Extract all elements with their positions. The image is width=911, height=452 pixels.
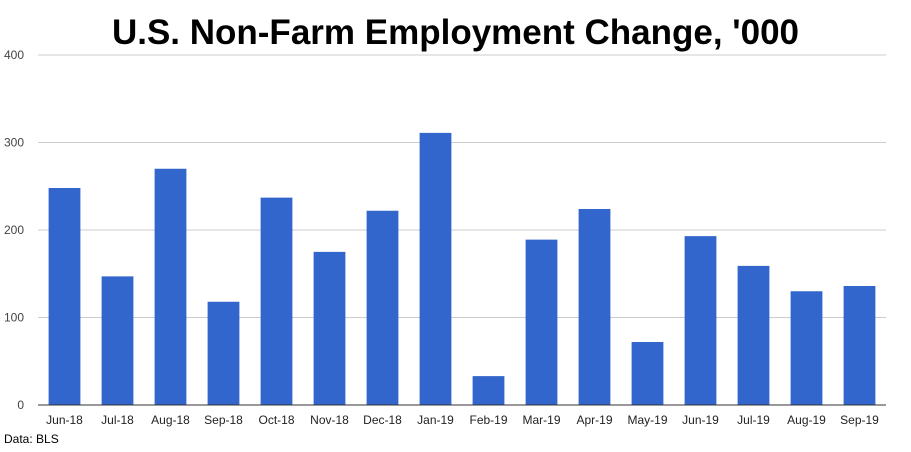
bar: [790, 291, 823, 405]
bar: [525, 239, 558, 405]
x-tick-label: Jan-19: [417, 413, 454, 427]
bar: [313, 251, 346, 405]
bar: [737, 265, 770, 405]
x-tick-label: Jul-19: [737, 413, 770, 427]
x-tick-label: Jul-18: [101, 413, 134, 427]
y-tick-label: 400: [4, 48, 24, 62]
bar: [578, 209, 611, 405]
x-tick-label: May-19: [627, 413, 667, 427]
bar: [366, 210, 399, 405]
bar: [631, 342, 664, 405]
x-tick-label: Aug-18: [151, 413, 190, 427]
bar: [207, 301, 240, 405]
x-tick-label: Dec-18: [363, 413, 402, 427]
bar: [684, 236, 717, 405]
bar: [472, 376, 505, 405]
x-tick-label: Nov-18: [310, 413, 349, 427]
x-axis-ticks: Jun-18 Jul-18 Aug-18 Sep-18 Oct-18 Nov-18 Dec-…: [46, 413, 879, 427]
y-tick-label: 200: [4, 223, 24, 237]
bar: [101, 276, 134, 405]
bar: [48, 188, 81, 405]
bar: [154, 168, 187, 405]
x-tick-label: Aug-19: [787, 413, 826, 427]
x-tick-label: Sep-19: [840, 413, 879, 427]
x-tick-label: Apr-19: [576, 413, 612, 427]
x-tick-label: Jun-18: [46, 413, 83, 427]
source-note: Data: BLS: [4, 432, 59, 446]
x-tick-label: Oct-18: [258, 413, 294, 427]
x-tick-label: Feb-19: [469, 413, 507, 427]
bar: [419, 132, 452, 405]
y-tick-label: 100: [4, 311, 24, 325]
x-tick-label: Jun-19: [682, 413, 719, 427]
bar: [843, 286, 876, 405]
x-tick-label: Mar-19: [522, 413, 560, 427]
bars: [48, 132, 876, 405]
x-tick-label: Sep-18: [204, 413, 243, 427]
y-tick-label: 0: [17, 398, 24, 412]
y-axis-ticks: 0 100 200 300 400: [4, 48, 24, 412]
y-tick-label: 300: [4, 136, 24, 150]
chart-title: U.S. Non-Farm Employment Change, '000: [111, 13, 800, 52]
bar: [260, 197, 293, 405]
